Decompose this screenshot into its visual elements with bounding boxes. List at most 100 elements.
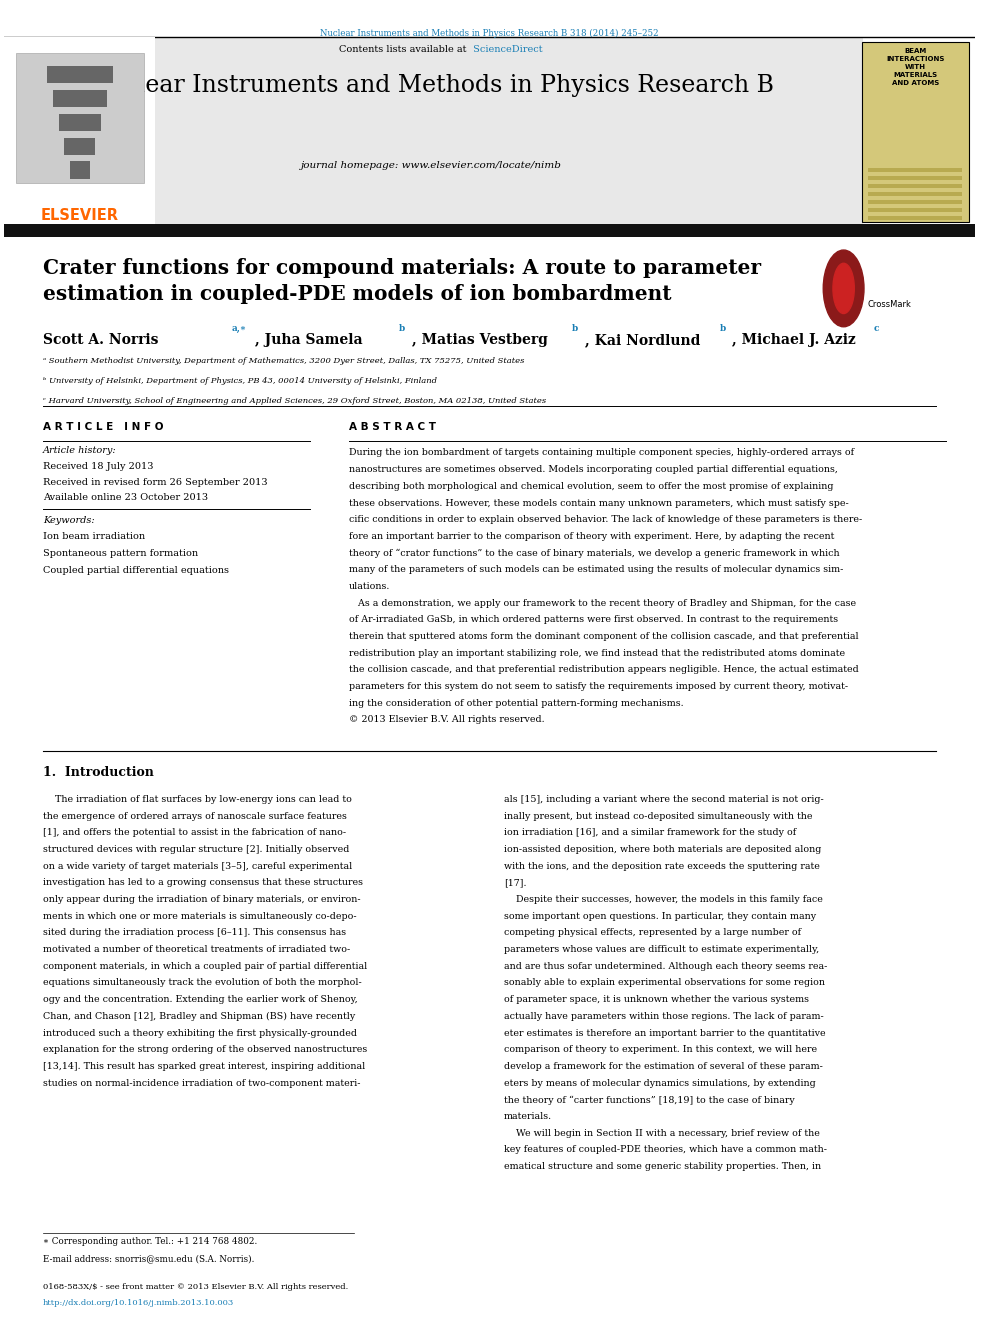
Text: describing both morphological and chemical evolution, seem to offer the most pro: describing both morphological and chemic… [349, 482, 833, 491]
Text: eters by means of molecular dynamics simulations, by extending: eters by means of molecular dynamics sim… [504, 1078, 815, 1088]
Text: parameters whose values are difficult to estimate experimentally,: parameters whose values are difficult to… [504, 945, 819, 954]
Text: only appear during the irradiation of binary materials, or environ-: only appear during the irradiation of bi… [43, 896, 361, 904]
Text: ᵇ University of Helsinki, Department of Physics, PB 43, 00014 University of Hels: ᵇ University of Helsinki, Department of … [43, 377, 437, 385]
Text: structured devices with regular structure [2]. Initially observed: structured devices with regular structur… [43, 845, 349, 855]
Text: Crater functions for compound materials: A route to parameter
estimation in coup: Crater functions for compound materials:… [43, 258, 761, 304]
Text: introduced such a theory exhibiting the first physically-grounded: introduced such a theory exhibiting the … [43, 1028, 357, 1037]
FancyBboxPatch shape [862, 42, 969, 222]
Text: inally present, but instead co-deposited simultaneously with the: inally present, but instead co-deposited… [504, 812, 812, 820]
FancyBboxPatch shape [53, 90, 107, 107]
Text: 1.  Introduction: 1. Introduction [43, 766, 154, 779]
Text: © 2013 Elsevier B.V. All rights reserved.: © 2013 Elsevier B.V. All rights reserved… [349, 716, 545, 724]
Text: ELSEVIER: ELSEVIER [41, 208, 119, 222]
Text: motivated a number of theoretical treatments of irradiated two-: motivated a number of theoretical treatm… [43, 945, 350, 954]
Text: ion-assisted deposition, where both materials are deposited along: ion-assisted deposition, where both mate… [504, 845, 821, 855]
Text: therein that sputtered atoms form the dominant component of the collision cascad: therein that sputtered atoms form the do… [349, 632, 858, 640]
Text: Contents lists available at: Contents lists available at [339, 45, 470, 54]
Text: [17].: [17]. [504, 878, 527, 888]
Text: the collision cascade, and that preferential redistribution appears negligible. : the collision cascade, and that preferen… [349, 665, 858, 675]
Text: Scott A. Norris: Scott A. Norris [43, 333, 159, 348]
Text: , Matias Vestberg: , Matias Vestberg [412, 333, 548, 348]
Text: sonably able to explain experimental observations for some region: sonably able to explain experimental obs… [504, 979, 825, 987]
FancyBboxPatch shape [868, 176, 962, 180]
Text: of Ar-irradiated GaSb, in which ordered patterns were first observed. In contras: of Ar-irradiated GaSb, in which ordered … [349, 615, 838, 624]
FancyBboxPatch shape [868, 168, 962, 172]
Text: A B S T R A C T: A B S T R A C T [349, 422, 435, 433]
FancyBboxPatch shape [47, 66, 113, 83]
Text: ogy and the concentration. Extending the earlier work of Shenoy,: ogy and the concentration. Extending the… [43, 995, 358, 1004]
Text: 0168-583X/$ - see front matter © 2013 Elsevier B.V. All rights reserved.: 0168-583X/$ - see front matter © 2013 El… [43, 1283, 348, 1291]
Text: Chan, and Chason [12], Bradley and Shipman (BS) have recently: Chan, and Chason [12], Bradley and Shipm… [43, 1012, 355, 1021]
Text: many of the parameters of such models can be estimated using the results of mole: many of the parameters of such models ca… [349, 565, 843, 574]
Text: b: b [719, 324, 726, 333]
Text: , Michael J. Aziz: , Michael J. Aziz [732, 333, 856, 348]
Text: b: b [572, 324, 578, 333]
FancyBboxPatch shape [868, 224, 962, 228]
Text: competing physical effects, represented by a large number of: competing physical effects, represented … [504, 929, 802, 938]
Text: theory of “crator functions” to the case of binary materials, we develop a gener: theory of “crator functions” to the case… [349, 549, 839, 558]
Text: redistribution play an important stabilizing role, we find instead that the redi: redistribution play an important stabili… [349, 648, 845, 658]
Text: Received in revised form 26 September 2013: Received in revised form 26 September 20… [43, 478, 268, 487]
Text: , Kai Nordlund: , Kai Nordlund [584, 333, 700, 348]
Text: c: c [874, 324, 879, 333]
Text: comparison of theory to experiment. In this context, we will here: comparison of theory to experiment. In t… [504, 1045, 817, 1054]
Text: ∗ Corresponding author. Tel.: +1 214 768 4802.: ∗ Corresponding author. Tel.: +1 214 768… [43, 1237, 257, 1246]
Text: [13,14]. This result has sparked great interest, inspiring additional: [13,14]. This result has sparked great i… [43, 1062, 365, 1070]
Text: The irradiation of flat surfaces by low-energy ions can lead to: The irradiation of flat surfaces by low-… [43, 795, 352, 804]
Text: some important open questions. In particular, they contain many: some important open questions. In partic… [504, 912, 816, 921]
FancyBboxPatch shape [59, 114, 101, 131]
Text: E-mail address: snorris@smu.edu (S.A. Norris).: E-mail address: snorris@smu.edu (S.A. No… [43, 1254, 254, 1263]
FancyBboxPatch shape [16, 53, 144, 183]
Text: key features of coupled-PDE theories, which have a common math-: key features of coupled-PDE theories, wh… [504, 1146, 827, 1154]
FancyBboxPatch shape [868, 200, 962, 204]
Text: Despite their successes, however, the models in this family face: Despite their successes, however, the mo… [504, 896, 822, 904]
Ellipse shape [833, 263, 854, 314]
FancyBboxPatch shape [868, 208, 962, 212]
Text: As a demonstration, we apply our framework to the recent theory of Bradley and S: As a demonstration, we apply our framewo… [349, 598, 856, 607]
Text: ments in which one or more materials is simultaneously co-depo-: ments in which one or more materials is … [43, 912, 357, 921]
FancyBboxPatch shape [4, 37, 155, 228]
FancyBboxPatch shape [868, 184, 962, 188]
Text: explanation for the strong ordering of the observed nanostructures: explanation for the strong ordering of t… [43, 1045, 367, 1054]
Text: ing the consideration of other potential pattern-forming mechanisms.: ing the consideration of other potential… [349, 699, 683, 708]
Text: Received 18 July 2013: Received 18 July 2013 [43, 462, 154, 471]
Text: ScienceDirect: ScienceDirect [470, 45, 543, 54]
Text: parameters for this system do not seem to satisfy the requirements imposed by cu: parameters for this system do not seem t… [349, 681, 848, 691]
Text: During the ion bombardment of targets containing multiple component species, hig: During the ion bombardment of targets co… [349, 448, 854, 458]
Text: on a wide variety of target materials [3–5], careful experimental: on a wide variety of target materials [3… [43, 861, 352, 871]
Text: b: b [399, 324, 406, 333]
Text: and are thus sofar undetermined. Although each theory seems rea-: and are thus sofar undetermined. Althoug… [504, 962, 827, 971]
Text: develop a framework for the estimation of several of these param-: develop a framework for the estimation o… [504, 1062, 822, 1070]
Text: materials.: materials. [504, 1111, 553, 1121]
Text: CrossMark: CrossMark [868, 300, 912, 310]
FancyBboxPatch shape [868, 216, 962, 220]
Text: cific conditions in order to explain observed behavior. The lack of knowledge of: cific conditions in order to explain obs… [349, 515, 862, 524]
Text: [1], and offers the potential to assist in the fabrication of nano-: [1], and offers the potential to assist … [43, 828, 346, 837]
Text: nanostructures are sometimes observed. Models incorporating coupled partial diff: nanostructures are sometimes observed. M… [349, 466, 837, 474]
FancyBboxPatch shape [64, 138, 95, 155]
Text: a,∗: a,∗ [231, 324, 246, 333]
Text: Available online 23 October 2013: Available online 23 October 2013 [43, 493, 208, 503]
Text: Article history:: Article history: [43, 446, 117, 455]
Text: journal homepage: www.elsevier.com/locate/nimb: journal homepage: www.elsevier.com/locat… [301, 161, 561, 171]
Text: Spontaneous pattern formation: Spontaneous pattern formation [43, 549, 198, 558]
FancyBboxPatch shape [868, 192, 962, 196]
Text: http://dx.doi.org/10.1016/j.nimb.2013.10.003: http://dx.doi.org/10.1016/j.nimb.2013.10… [43, 1299, 234, 1307]
Text: als [15], including a variant where the second material is not orig-: als [15], including a variant where the … [504, 795, 823, 804]
Text: these observations. However, these models contain many unknown parameters, which: these observations. However, these model… [349, 499, 848, 508]
Text: Coupled partial differential equations: Coupled partial differential equations [43, 566, 229, 576]
Text: ion irradiation [16], and a similar framework for the study of: ion irradiation [16], and a similar fram… [504, 828, 797, 837]
FancyBboxPatch shape [70, 161, 89, 179]
Text: A R T I C L E   I N F O: A R T I C L E I N F O [43, 422, 164, 433]
Ellipse shape [823, 250, 864, 327]
Text: fore an important barrier to the comparison of theory with experiment. Here, by : fore an important barrier to the compari… [349, 532, 834, 541]
Text: studies on normal-incidence irradiation of two-component materi-: studies on normal-incidence irradiation … [43, 1078, 360, 1088]
FancyBboxPatch shape [155, 37, 863, 228]
Text: sited during the irradiation process [6–11]. This consensus has: sited during the irradiation process [6–… [43, 929, 346, 938]
Text: ulations.: ulations. [349, 582, 390, 591]
Text: ᶜ Harvard University, School of Engineering and Applied Sciences, 29 Oxford Stre: ᶜ Harvard University, School of Engineer… [43, 397, 547, 405]
Text: Nuclear Instruments and Methods in Physics Research B 318 (2014) 245–252: Nuclear Instruments and Methods in Physi… [320, 29, 659, 38]
Text: the theory of “carter functions” [18,19] to the case of binary: the theory of “carter functions” [18,19]… [504, 1095, 795, 1105]
Text: investigation has led to a growing consensus that these structures: investigation has led to a growing conse… [43, 878, 363, 888]
Text: component materials, in which a coupled pair of partial differential: component materials, in which a coupled … [43, 962, 367, 971]
